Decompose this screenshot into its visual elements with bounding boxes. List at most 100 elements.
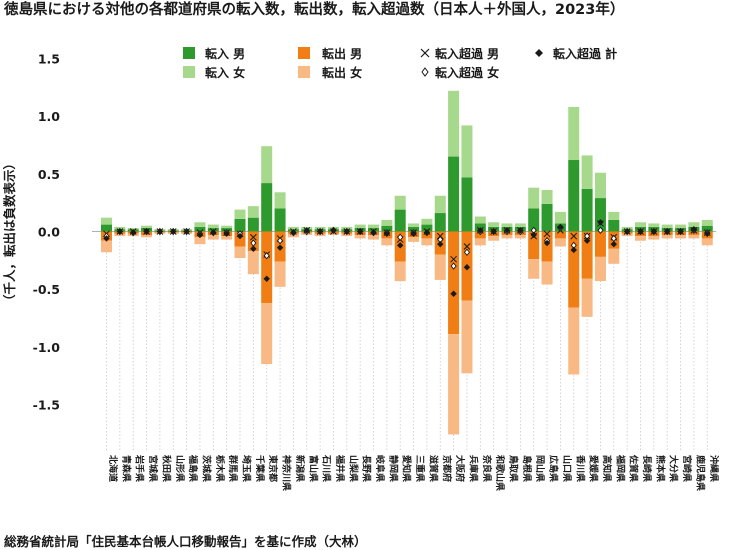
legend: 転入 男 転入 女 転出 男 転出 女 転入超過 男 転入超過 女 転入超過 計 [183,46,617,80]
bar-out-male [541,231,553,262]
bar-in-female [688,222,700,227]
category-labels: 北海道 青森県 岩手県 宮城県 秋田県 山形県 福島県 茨城県 栃木県 群馬県 埼玉県 千葉県 東京都神… [107,454,720,491]
marker-net-total [570,246,577,254]
category-label: 新潟県 [294,455,306,482]
y-tick-label: -0.5 [33,282,60,297]
marker-net-total [503,227,511,234]
category-label: 岩手県 [134,454,146,482]
category-label: 高知県 [601,455,613,482]
marker-net-total [477,227,484,234]
category-label: 京都府 [441,455,453,482]
category-label: 長野県 [361,455,372,482]
bar-in-female [247,206,259,218]
bar-in-male [608,219,620,232]
marker-net-female [463,248,471,256]
marker-net-male [249,233,257,241]
category-label: 三重県 [414,455,426,482]
marker-net-female [276,237,284,245]
bar-in-female [581,155,593,189]
marker-net-total [597,219,604,226]
bar-in-male [421,224,433,232]
bar-out-female [261,302,273,365]
bar-in-female [448,90,460,157]
bar-out-female [608,248,620,264]
marker-net-total [450,290,457,297]
category-label: 岡山県 [534,455,546,482]
bar-out-female [554,238,566,247]
bar-in-male [234,218,246,232]
y-axis-ticks: 1.5 1.0 0.5 0.0 -0.5 -1.0 -1.5 [33,52,61,413]
marker-net-total [704,230,711,238]
bar-out-female [101,240,112,253]
legend-marker-net-male [420,48,430,58]
bar-out-female [648,236,660,240]
bar-in-female [141,225,153,229]
bar-out-female [541,261,553,285]
marker-net-total [330,227,337,234]
bar-out-female [421,238,433,246]
category-label: 石川県 [321,454,332,482]
bar-in-female [274,192,286,209]
bar-out-female [514,234,526,239]
marker-net-total [583,237,591,244]
marker-net-total [397,242,404,249]
bar-out-male [528,231,540,260]
category-label: 千葉県 [254,455,266,482]
y-tick-label: 1.0 [38,109,60,124]
bar-out-female [194,237,206,245]
bar-in-female [501,223,513,227]
marker-net-total [637,228,644,235]
marker-net-total [517,227,524,234]
bar-out-female [434,254,446,280]
marker-net-male [570,232,578,240]
bar-out-female [207,234,219,240]
marker-net-total [410,230,417,238]
category-label: 兵庫県 [467,455,479,482]
marker-net-total [650,228,658,235]
bar-out-male [568,231,580,308]
legend-swatch-out-male [298,47,310,59]
category-label: 滋賀県 [427,455,439,482]
legend-swatch-out-female [298,66,310,78]
bar-in-female [568,106,580,161]
bar-in-female [287,226,299,230]
bar-in-male [434,213,446,232]
marker-net-total [170,228,177,235]
marker-net-female [597,226,604,235]
bar-in-female [701,219,713,226]
bar-out-female [448,334,460,435]
marker-net-total [263,275,270,282]
bar-out-female [528,259,540,279]
bar-in-female [207,224,219,229]
bar-in-female [461,125,473,178]
bar-out-female [381,238,393,246]
bar-in-female [474,216,486,224]
marker-net-total [690,225,698,233]
marker-net-total [303,227,310,234]
category-label: 福井県 [334,454,346,482]
bar-in-male [381,225,393,232]
bar-in-female [661,224,673,229]
bar-out-male [554,231,566,239]
bar-in-male [701,225,713,232]
marker-net-total [290,229,297,236]
marker-net-male [543,230,551,238]
category-label: 熊本県 [654,455,666,482]
bar-in-female [127,228,139,230]
bar-out-male [581,231,593,279]
bar-in-female [234,209,246,219]
marker-net-total [370,229,377,236]
category-label: 山口県 [561,455,573,482]
bar-in-female [514,223,526,227]
category-label: 愛知県 [401,455,413,482]
bar-out-female [501,234,513,239]
bar-in-male [274,208,286,232]
legend-label-in-male: 転入 男 [205,46,245,61]
bar-out-female [474,238,486,246]
bar-in-female [554,211,566,224]
marker-net-total [103,235,110,242]
category-label: 広島県 [548,455,560,482]
bar-in-male [594,198,606,232]
bar-in-male [394,209,406,232]
bar-in-male [581,188,593,232]
